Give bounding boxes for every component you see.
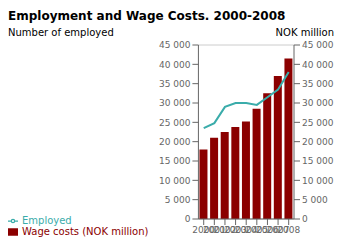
html-text:Employed: Employed [22, 215, 72, 226]
svg-text:40 000: 40 000 [159, 60, 191, 70]
svg-text:40 000: 40 000 [302, 60, 334, 70]
svg-text:10 000: 10 000 [302, 176, 334, 186]
svg-text:15 000: 15 000 [302, 156, 334, 166]
svg-text:0: 0 [302, 214, 308, 224]
svg-text:30 000: 30 000 [302, 98, 334, 108]
svg-text:10 000: 10 000 [159, 176, 191, 186]
svg-text:35 000: 35 000 [302, 79, 334, 89]
svg-text:25 000: 25 000 [302, 118, 334, 128]
svg-text:45 000: 45 000 [302, 40, 334, 50]
html-text:Number of employed: Number of employed [8, 27, 114, 38]
svg-text:0: 0 [185, 214, 191, 224]
svg-text:20 000: 20 000 [159, 137, 191, 147]
svg-text:15 000: 15 000 [159, 156, 191, 166]
html-text:Wage costs (NOK million): Wage costs (NOK million) [22, 226, 149, 237]
svg-text:30 000: 30 000 [159, 98, 191, 108]
svg-text:45 000: 45 000 [159, 40, 191, 50]
svg-text:2008: 2008 [277, 225, 300, 235]
html-text:NOK million: NOK million [275, 27, 334, 38]
svg-text:35 000: 35 000 [159, 79, 191, 89]
svg-text:25 000: 25 000 [159, 118, 191, 128]
svg-text:20 000: 20 000 [302, 137, 334, 147]
svg-text:5 000: 5 000 [302, 195, 328, 205]
svg-text:5 000: 5 000 [165, 195, 191, 205]
html-text:Employment and Wage Costs. 200: Employment and Wage Costs. 2000-2008 [8, 9, 286, 23]
